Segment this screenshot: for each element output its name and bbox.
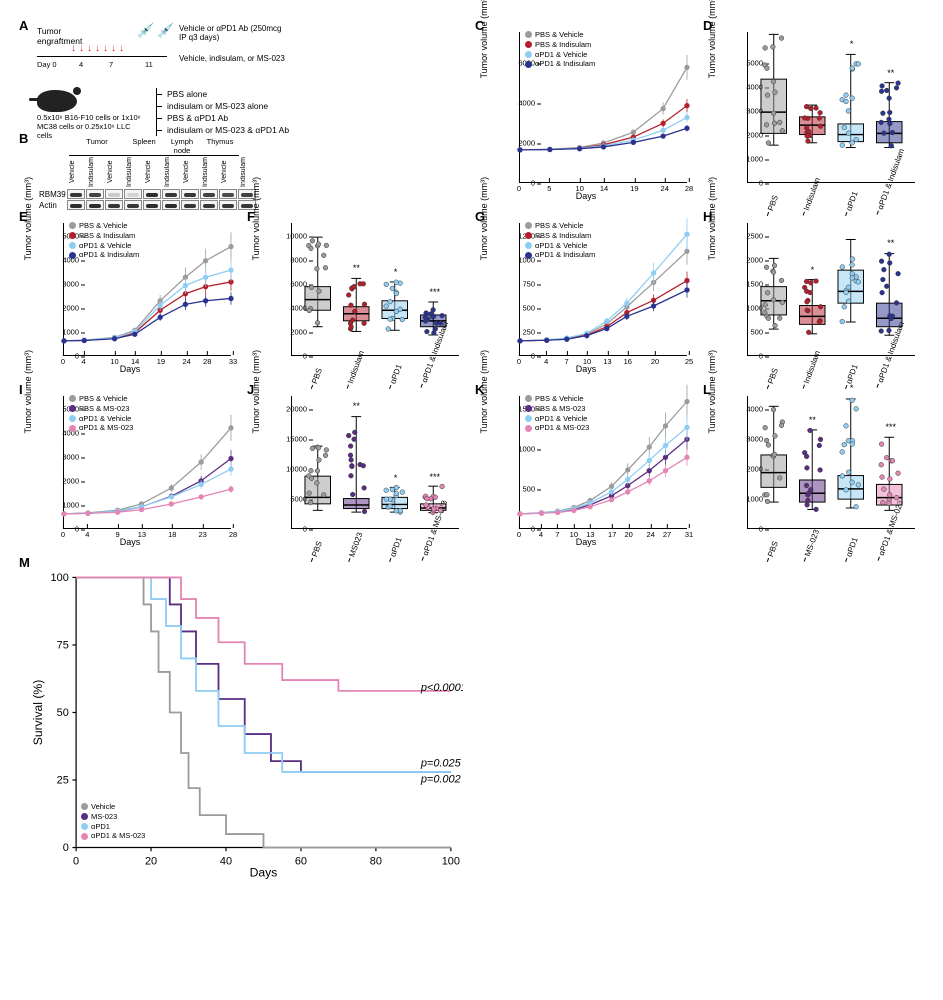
- svg-text:20: 20: [145, 856, 157, 868]
- treatment-branches: PBS alone indisulam or MS-023 alone PBS …: [156, 88, 289, 136]
- panel-f: FTumor volume (mm³)020004000600080001000…: [253, 211, 463, 376]
- panel-b: B TumorSpleenLymphnodeThymusVehicleIndis…: [25, 133, 463, 203]
- svg-text:80: 80: [370, 856, 382, 868]
- panel-label-b: B: [19, 131, 28, 146]
- svg-text:Days: Days: [250, 866, 278, 880]
- mouse-icon: [37, 90, 77, 112]
- panel-k: K Tumor volume (mm³) Days 05001000150004…: [481, 384, 691, 549]
- day-7: 7: [109, 60, 113, 69]
- svg-text:0: 0: [63, 842, 69, 854]
- schematic: Tumor engraftment ↓↓↓↓↓↓↓ 💉 💉 Vehicle or…: [25, 20, 463, 140]
- label-drug: Vehicle, indisulam, or MS-023: [179, 54, 289, 63]
- day-0: Day 0: [37, 60, 57, 69]
- panel-d: DTumor volume (mm³)010002000300040005000…: [709, 20, 919, 203]
- svg-text:40: 40: [220, 856, 232, 868]
- svg-text:0: 0: [73, 856, 79, 868]
- svg-text:Survival (%): Survival (%): [31, 680, 45, 746]
- day-11: 11: [145, 60, 153, 69]
- day-4: 4: [79, 60, 83, 69]
- survival-chart: 0 25 50 75 100 0 20 40 60 80 100 p<0.0001 p=0.025 p=0…: [25, 557, 463, 885]
- svg-text:100: 100: [442, 856, 460, 868]
- panel-e: E Tumor volume (mm³) Days 01000200030004…: [25, 211, 235, 376]
- svg-text:100: 100: [51, 572, 69, 584]
- dose-arrows: ↓↓↓↓↓↓↓: [71, 44, 124, 54]
- syringe-icon: 💉: [157, 22, 174, 39]
- panel-j: JTumor volume (mm³)05000100001500020000P…: [253, 384, 463, 549]
- svg-text:p=0.002: p=0.002: [420, 774, 461, 786]
- figure-grid: A Tumor engraftment ↓↓↓↓↓↓↓ 💉 💉 Vehicle …: [25, 20, 918, 885]
- panel-l: LTumor volume (mm³)01000200030004000PBSM…: [709, 384, 919, 549]
- label-ab: Vehicle or αPD1 Ab (250mcg IP q3 days): [179, 24, 289, 42]
- svg-text:60: 60: [295, 856, 307, 868]
- panel-m: M 0255075100020406080100p<0.0001p=0.025p…: [25, 557, 463, 885]
- western-blot: TumorSpleenLymphnodeThymusVehicleIndisul…: [25, 133, 463, 210]
- panel-a: A Tumor engraftment ↓↓↓↓↓↓↓ 💉 💉 Vehicle …: [25, 20, 463, 125]
- svg-text:p<0.0001: p<0.0001: [420, 682, 463, 694]
- syringe-icon: 💉: [137, 22, 154, 39]
- svg-text:75: 75: [57, 640, 69, 652]
- panel-h: HTumor volume (mm³)05001000150020002500P…: [709, 211, 919, 376]
- svg-text:50: 50: [57, 707, 69, 719]
- panel-i: I Tumor volume (mm³) Days 01000200030004…: [25, 384, 235, 549]
- panel-g: G Tumor volume (mm³) Days 02505007501000…: [481, 211, 691, 376]
- svg-text:p=0.025: p=0.025: [420, 758, 462, 770]
- svg-text:25: 25: [57, 775, 69, 787]
- panel-label-a: A: [19, 18, 28, 33]
- panel-c: C Tumor volume (mm³) Days 02000400060000…: [481, 20, 691, 203]
